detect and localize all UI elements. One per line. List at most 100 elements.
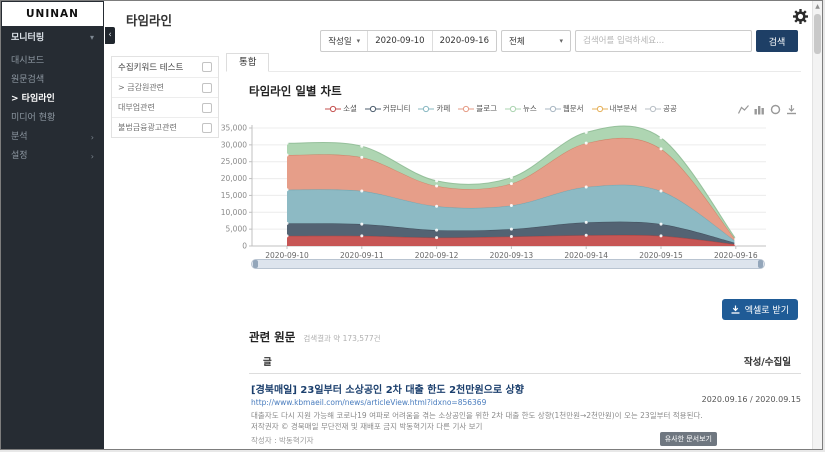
search-button[interactable]: 검색 (756, 30, 798, 52)
legend-item[interactable]: 소셜 (325, 103, 357, 114)
svg-text:2020-09-15: 2020-09-15 (639, 251, 683, 259)
keyword-panel-header[interactable]: 수집키워드 테스트 (112, 57, 218, 78)
sidebar-item-label: > 타임라인 (11, 94, 55, 104)
keyword-item[interactable]: > 금감원관련 (112, 78, 218, 98)
range-handle-right[interactable] (758, 260, 763, 268)
legend-label: 뉴스 (523, 104, 537, 113)
table-row: [경북매일] 23일부터 소상공인 2차 대출 한도 2천만원으로 상향 htt… (249, 374, 801, 449)
legend-label: 소셜 (343, 104, 357, 113)
sidebar-item[interactable]: 미디어 현황 (1, 109, 104, 128)
sidebar-item-label: 대시보드 (11, 56, 45, 66)
keyword-item[interactable]: 대부업관련 (112, 98, 218, 118)
sidebar-item[interactable]: 분석 › (1, 128, 104, 147)
keyword-checkbox[interactable] (202, 122, 212, 133)
excel-download-button[interactable]: 엑셀로 받기 (721, 299, 798, 320)
legend-marker-icon (418, 105, 435, 112)
sidebar-item[interactable]: 원문검색 (1, 71, 104, 90)
keyword-item-label: > 금감원관련 (118, 83, 165, 92)
article-title-link[interactable]: [경북매일] 23일부터 소상공인 2차 대출 한도 2천만원으로 상향 (251, 385, 524, 396)
bar-chart-icon[interactable] (754, 104, 765, 115)
table-header-row: 글 작성/수집일 (249, 348, 801, 374)
legend-item[interactable]: 블로그 (458, 103, 497, 114)
chevron-down-icon: ▾ (89, 33, 94, 42)
legend-marker-icon (505, 105, 521, 112)
legend-label: 내부문서 (609, 104, 638, 113)
keyword-item[interactable]: 불법금융광고관련 (112, 118, 218, 137)
article-snippet: 대출자도 다시 지원 가능해 코로나19 여파로 어려움을 겪는 소상공인을 위… (251, 411, 703, 432)
keyword-checkbox[interactable] (202, 102, 212, 113)
legend-marker-icon (544, 105, 561, 112)
legend-marker-icon (591, 105, 608, 112)
chart-title: 타임라인 일별 차트 (249, 84, 342, 98)
sidebar-item[interactable]: 모니터링 ▾ (1, 27, 104, 49)
svg-text:2020-09-16: 2020-09-16 (714, 251, 758, 259)
legend-marker-icon (458, 105, 475, 112)
tab-integrated[interactable]: 통합 (226, 53, 270, 72)
date-field-value: 작성일 (328, 37, 352, 47)
svg-text:2020-09-13: 2020-09-13 (490, 251, 534, 259)
settings-gear-icon[interactable] (793, 9, 808, 24)
pie-chart-icon[interactable] (770, 104, 781, 115)
legend-label: 공공 (663, 104, 677, 113)
legend-item[interactable]: 내부문서 (591, 103, 638, 114)
date-to-input[interactable]: 2020-09-16 (431, 31, 496, 51)
svg-text:25,000: 25,000 (221, 157, 247, 166)
svg-text:0: 0 (242, 242, 247, 251)
keyword-item-label: 불법금융광고관련 (118, 123, 177, 132)
timeline-area-chart: 0 5,000 10,000 15,000 20,000 25,000 30,000 35,0… (221, 124, 766, 259)
legend-item[interactable]: 공공 (645, 103, 677, 114)
app-logo: UNINAN (2, 2, 103, 26)
sidebar-collapse-button[interactable]: ‹ (105, 27, 115, 44)
keyword-select-all-checkbox[interactable] (202, 62, 212, 72)
download-icon (731, 305, 740, 314)
sidebar-item-label: 미디어 현황 (11, 113, 56, 123)
legend-marker-icon (364, 105, 381, 112)
date-from-input[interactable]: 2020-09-10 (367, 31, 431, 51)
svg-text:20,000: 20,000 (221, 174, 247, 183)
chevron-down-icon: ▾ (559, 37, 563, 45)
vertical-scrollbar[interactable]: ▲ (812, 1, 822, 449)
sidebar-item[interactable]: 대시보드 (1, 52, 104, 71)
range-handle-left[interactable] (253, 260, 258, 268)
sidebar-item-label: 설정 (11, 151, 28, 161)
page-title: 타임라인 (126, 13, 173, 28)
keyword-checkbox[interactable] (202, 82, 212, 93)
column-header-date: 작성/수집일 (743, 357, 791, 368)
search-input[interactable] (575, 30, 752, 52)
legend-marker-icon (325, 105, 342, 112)
svg-text:2020-09-11: 2020-09-11 (340, 251, 384, 259)
chart-range-slider[interactable] (251, 259, 765, 269)
date-field-select[interactable]: 작성일 ▾ (321, 31, 367, 51)
similar-docs-badge[interactable]: 유사한 문서보기 (659, 431, 717, 446)
legend-item[interactable]: 커뮤니티 (364, 103, 411, 114)
legend-item[interactable]: 카페 (418, 103, 450, 114)
line-chart-icon[interactable] (738, 104, 749, 115)
related-docs-table: 글 작성/수집일 [경북매일] 23일부터 소상공인 2차 대출 한도 2천만원… (249, 348, 801, 449)
svg-text:2020-09-14: 2020-09-14 (564, 251, 608, 259)
chart-download-icon[interactable] (786, 104, 797, 115)
chart-legend: 소셜 커뮤니티 카페 블로그 뉴스 웹문서 내부문서 공공 (266, 103, 736, 114)
scrollbar-thumb[interactable] (814, 14, 821, 54)
legend-item[interactable]: 웹문서 (544, 103, 584, 114)
keyword-item-label: 대부업관련 (118, 103, 155, 112)
scroll-up-arrow-icon[interactable]: ▲ (815, 3, 820, 10)
chevron-right-icon: › (90, 152, 94, 161)
legend-label: 커뮤니티 (382, 104, 411, 113)
scope-select[interactable]: 전체 ▾ (501, 30, 571, 52)
sidebar-item-label: 분석 (11, 132, 28, 142)
chevron-right-icon: › (90, 133, 94, 142)
sidebar-item[interactable]: 설정 › (1, 147, 104, 166)
filter-bar: 작성일 ▾ 2020-09-10 2020-09-16 전체 ▾ 검색 (320, 30, 798, 52)
legend-label: 카페 (436, 104, 451, 113)
sidebar-item[interactable]: > 타임라인 (1, 90, 104, 109)
svg-text:5,000: 5,000 (226, 225, 248, 234)
legend-label: 블로그 (476, 104, 497, 113)
article-url-link[interactable]: http://www.kbmaeil.com/news/articleView.… (251, 398, 487, 407)
legend-item[interactable]: 뉴스 (505, 103, 537, 114)
related-docs-count: 검색결과 약 173,577건 (303, 334, 381, 343)
date-filter-group: 작성일 ▾ 2020-09-10 2020-09-16 (320, 30, 497, 52)
svg-text:2020-09-10: 2020-09-10 (265, 251, 309, 259)
